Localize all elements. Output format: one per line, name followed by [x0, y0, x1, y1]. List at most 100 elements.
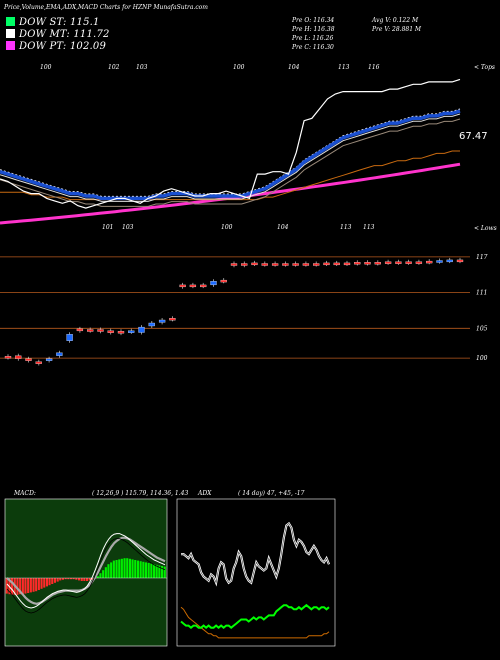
macd-histogram-bar [80, 578, 83, 581]
macd-histogram-bar [128, 558, 131, 578]
candle [179, 284, 186, 288]
top-label: 102 [108, 64, 120, 71]
macd-line [6, 533, 166, 609]
macd-histogram-bar [61, 578, 64, 580]
macd-histogram-bar [45, 578, 48, 587]
macd-histogram-bar [107, 564, 110, 578]
top-label: 100 [233, 64, 245, 71]
macd-histogram-bar [144, 562, 147, 578]
candle [436, 260, 443, 263]
candle [354, 262, 361, 265]
legend-dow-st: DOW ST: 115.1 [6, 17, 100, 28]
candle [251, 262, 258, 266]
candle [45, 358, 53, 361]
legend-dow-mt-label: DOW MT: 111.72 [19, 29, 110, 40]
legend-dow-st-label: DOW ST: 115.1 [19, 17, 100, 28]
adx-plus-di-line [180, 603, 330, 630]
candle [230, 263, 238, 266]
candle [456, 259, 464, 263]
macd-histogram-bar [120, 558, 123, 578]
macd-histogram-bar [37, 578, 40, 590]
macd-histogram-bar [11, 578, 14, 595]
macd-histogram-bar [115, 560, 118, 578]
tops-label: < Tops [474, 64, 496, 71]
candle [220, 279, 227, 283]
macd-histogram-bar [131, 559, 134, 578]
macd-histogram-bar [32, 578, 35, 592]
macd-histogram-bar [158, 565, 161, 578]
macd-histogram-bar [102, 570, 105, 578]
candle [271, 263, 279, 266]
top-label: 113 [338, 64, 350, 71]
ema-slow-line [0, 150, 460, 201]
macd-histogram-bar [67, 578, 70, 580]
candle [56, 352, 63, 356]
macd-histogram-bar [35, 578, 38, 592]
price-level-label: 111 [476, 290, 487, 297]
top-label: 104 [288, 64, 300, 71]
legend-dow-pt: DOW PT: 102.09 [6, 41, 106, 52]
candle [364, 262, 371, 265]
candle [261, 263, 268, 266]
macd-histogram-bar [126, 558, 129, 578]
macd-histogram-bar [75, 578, 78, 580]
ema-mid-line-a [0, 118, 461, 207]
macd-histogram-bar [78, 578, 81, 581]
macd-histogram-bar [43, 578, 46, 588]
macd-histogram-bar [88, 578, 91, 581]
macd-histogram-bar [155, 564, 158, 578]
quote-avg-volume: Avg V: 0.122 M [372, 17, 419, 24]
macd-histogram-bar [142, 561, 145, 578]
macd-histogram-bar [134, 560, 137, 578]
macd-histogram-bar [59, 578, 62, 581]
adx-params: ( 14 day) 47, +45, -17 [238, 490, 305, 497]
ema-dotted-line [0, 108, 461, 197]
adx-panel-bg [176, 498, 336, 647]
candle [169, 318, 176, 321]
macd-histogram-bar [123, 558, 126, 578]
legend-swatch-pt [6, 41, 15, 50]
macd-histogram-bar [86, 578, 89, 581]
candle [148, 322, 155, 327]
volume-band-line [0, 162, 461, 225]
bottom-label: 103 [122, 224, 134, 231]
macd-histogram-bar [21, 578, 24, 595]
macd-histogram-bar [91, 578, 94, 580]
candle [395, 261, 402, 264]
price-level-label: 117 [476, 254, 488, 261]
candle [405, 261, 412, 264]
top-label: 116 [368, 64, 380, 71]
ema-fast-line [0, 109, 461, 201]
candle [446, 259, 453, 263]
macd-histogram-bar [53, 578, 56, 583]
macd-histogram-bar [110, 562, 113, 578]
candle [426, 260, 433, 264]
quote-pre-volume: Pre V: 28.881 M [372, 26, 422, 33]
macd-histogram-bar [139, 561, 142, 578]
macd-histogram-bar [29, 578, 32, 593]
macd-histogram-bar [96, 576, 99, 578]
candle [128, 330, 135, 333]
bottom-label: 101 [102, 224, 113, 231]
candle [107, 330, 114, 333]
macd-histogram-bar [72, 578, 75, 580]
candle [97, 329, 104, 332]
macd-histogram-bar [40, 578, 43, 589]
top-label: 103 [136, 64, 148, 71]
candle [15, 355, 22, 359]
candle [87, 329, 94, 332]
candle [158, 319, 166, 323]
macd-title: MACD: [14, 490, 36, 497]
quote-high: Pre H: 116.38 [292, 26, 335, 33]
macd-histogram-bar [118, 559, 121, 578]
macd-histogram-bar [147, 563, 150, 578]
price-level-label: 100 [476, 355, 488, 362]
macd-histogram-bar [112, 560, 115, 578]
bottom-label: 113 [363, 224, 375, 231]
candle [313, 263, 320, 266]
macd-histogram-bar [163, 566, 166, 578]
quote-low: Pre L: 116.26 [292, 35, 334, 42]
adx-title: ADX [198, 490, 212, 497]
macd-histogram-bar [150, 563, 153, 578]
